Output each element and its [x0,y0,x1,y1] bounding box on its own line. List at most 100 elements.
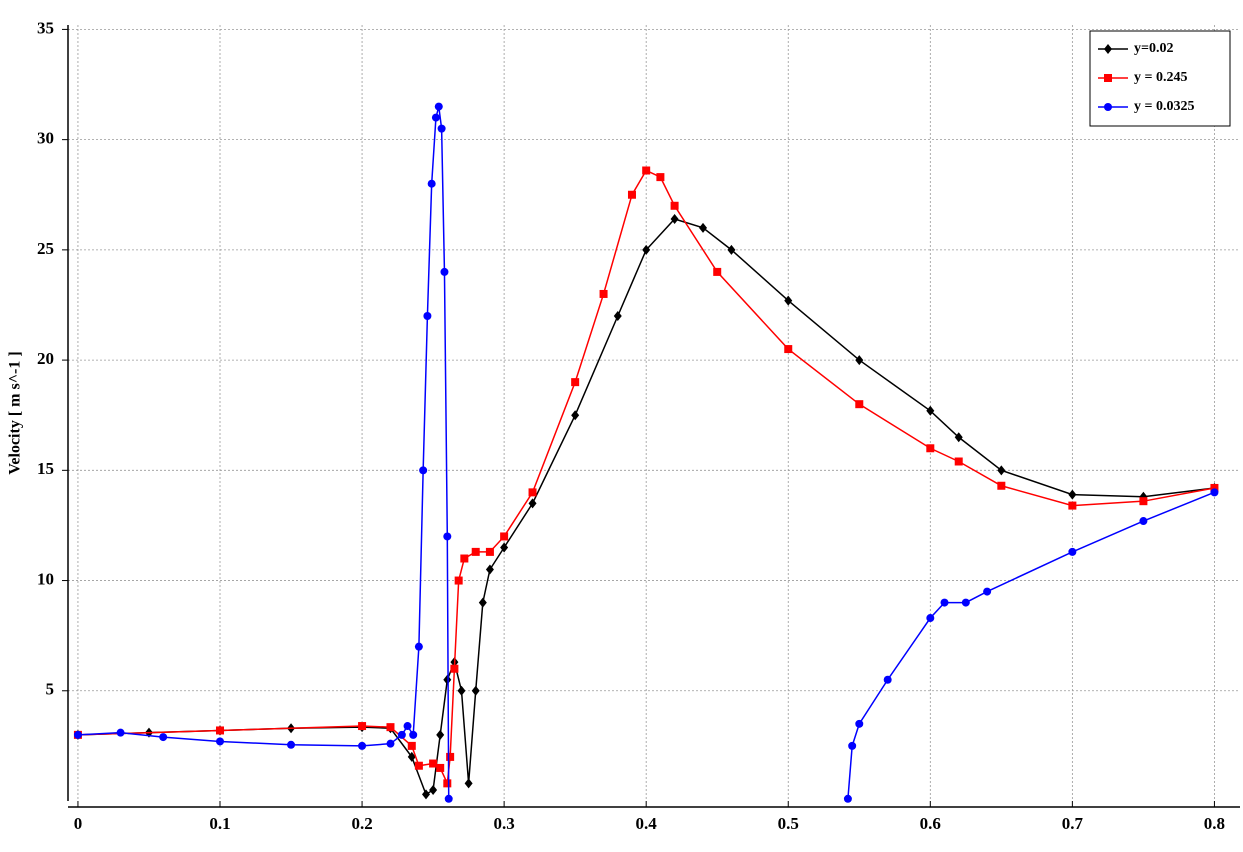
legend-label: y=0.02 [1134,41,1173,56]
marker [670,214,679,224]
legend: y=0.02 y = 0.245 y = 0.0325 [1089,30,1231,127]
marker [954,457,963,466]
marker [940,598,949,607]
marker [613,311,622,321]
marker [656,173,665,182]
marker [440,267,449,276]
y-tick-label: 5 [46,680,55,699]
marker [437,124,446,133]
y-tick-label: 15 [37,459,54,478]
x-tick-label: 0.2 [351,814,372,833]
marker [727,244,736,255]
marker [414,761,423,770]
y-tick-label: 30 [37,129,54,148]
marker [983,587,992,596]
marker [471,547,480,556]
marker [386,739,395,748]
marker [436,763,445,772]
x-tick-label: 0.5 [778,814,799,833]
y-tick-label: 20 [37,349,54,368]
marker [436,729,445,740]
marker [571,378,580,387]
marker [358,722,367,731]
marker [421,789,430,800]
marker [429,759,438,768]
marker [855,355,864,366]
marker [642,166,651,175]
marker [434,102,443,111]
marker [571,410,580,421]
marker [843,794,852,803]
legend-label: y = 0.245 [1134,70,1187,85]
marker [397,730,406,739]
marker [464,778,473,789]
marker [457,685,466,696]
marker [1104,103,1112,111]
legend-label: y = 0.0325 [1134,99,1194,114]
y-tick-label: 25 [37,239,54,258]
marker [429,784,438,795]
marker [926,444,935,453]
marker [528,488,537,497]
marker [454,576,463,585]
marker [116,728,125,737]
marker [699,222,708,233]
marker [1210,483,1219,492]
marker [670,201,679,210]
marker [423,312,432,320]
marker [784,295,793,306]
marker [460,554,469,563]
marker [642,244,651,255]
marker [1068,489,1077,500]
marker [500,542,509,553]
x-tick-label: 0 [74,814,83,833]
marker [407,741,416,750]
x-tick-label: 0.1 [209,814,230,833]
marker [1104,74,1112,82]
marker [403,722,412,731]
marker [883,675,892,684]
marker [386,723,395,732]
marker [414,642,423,651]
marker [478,597,487,608]
x-tick-label: 0.8 [1204,814,1225,833]
marker [419,466,428,475]
marker [926,405,935,416]
marker [848,741,857,750]
marker [216,726,225,735]
y-axis-label: Velocity [ m s^-1 ] [7,351,24,474]
y-tick-label: 35 [37,18,54,37]
marker [997,481,1006,490]
marker [1139,517,1148,526]
marker [599,289,608,298]
y-tick-label: 10 [37,569,54,588]
marker [855,400,864,409]
marker [287,740,296,749]
x-tick-label: 0.3 [494,814,515,833]
marker [961,598,970,607]
marker [446,752,455,761]
marker [73,730,82,739]
marker [1068,501,1077,510]
marker [485,547,494,556]
marker [954,432,963,443]
marker [358,741,367,750]
marker [159,733,168,742]
x-tick-label: 0.4 [636,814,658,833]
marker [500,532,509,541]
marker [485,564,494,575]
marker [997,465,1006,476]
marker [713,267,722,276]
marker [450,664,459,673]
marker [407,751,416,762]
marker [444,794,453,803]
marker [443,779,452,788]
marker [1139,497,1148,506]
marker [443,532,452,541]
marker [409,730,418,739]
x-tick-label: 0.7 [1062,814,1084,833]
marker [216,737,225,746]
marker [471,685,480,696]
